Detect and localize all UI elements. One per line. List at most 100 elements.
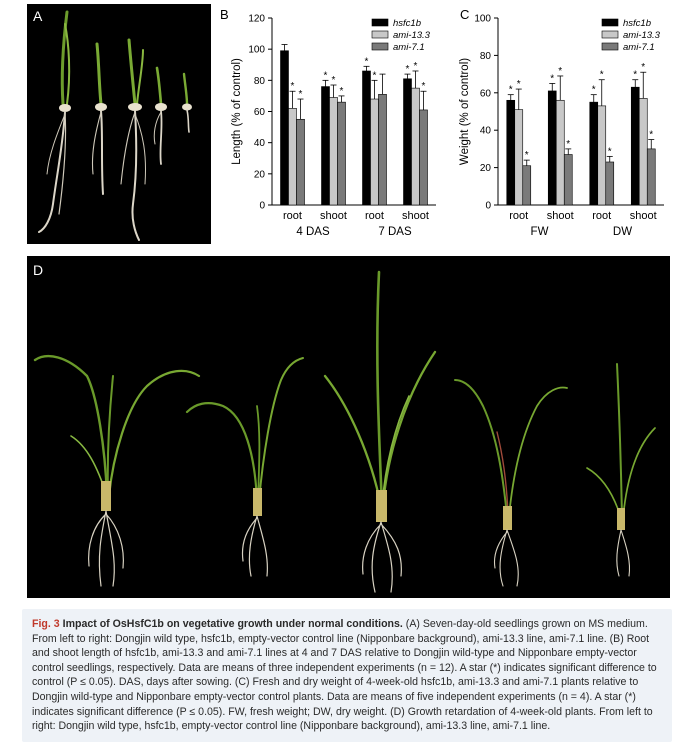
bar-hsfc1b [630, 86, 640, 206]
y-tick-label: 100 [474, 14, 491, 25]
bar-ami-13.3 [555, 99, 565, 206]
plants-photo: D [27, 256, 670, 598]
y-tick-label: 60 [254, 107, 266, 118]
panel-letter-d: D [33, 262, 44, 278]
significance-star: * [373, 70, 377, 81]
bar-ami-7.1 [605, 161, 615, 206]
legend-label: ami-13.3 [623, 30, 661, 41]
bar-ami-13.3 [329, 97, 338, 206]
bar-ami-7.1 [522, 165, 532, 206]
significance-star: * [509, 85, 513, 96]
y-tick-label: 0 [259, 201, 265, 212]
bar-ami-13.3 [597, 105, 607, 206]
significance-star: * [641, 62, 645, 73]
significance-star: * [406, 64, 410, 75]
x-tick-label: shoot [630, 210, 657, 222]
y-tick-label: 120 [248, 14, 265, 25]
y-tick-label: 40 [254, 138, 266, 149]
y-tick-label: 100 [248, 45, 265, 56]
bar-ami-13.3 [514, 109, 524, 206]
significance-star: * [299, 89, 303, 100]
x-tick-label: shoot [320, 210, 347, 222]
seedlings-illustration [38, 10, 192, 241]
legend-label: ami-7.1 [623, 42, 655, 53]
chart-b-svg: B 0 20 40 60 80 100 120 Length (% of control) * * r… [220, 7, 436, 238]
significance-star: * [592, 85, 596, 96]
y-tick-label: 20 [254, 169, 266, 180]
group-label: DW [613, 226, 632, 238]
bar-ami-7.1 [646, 148, 656, 206]
caption-title: Impact of OsHsfC1b on vegetative growth … [62, 618, 403, 630]
chart-c: C 0 20 40 60 80 100 Weight (% of control) * * * roo… [454, 2, 674, 252]
bar-hsfc1b [547, 90, 557, 206]
x-tick-label: shoot [402, 210, 429, 222]
x-tick-label: root [509, 210, 528, 222]
y-tick-label: 20 [480, 163, 492, 174]
significance-star: * [414, 61, 418, 72]
group-label: FW [531, 226, 549, 238]
bar-ami-7.1 [419, 109, 428, 206]
panel-letter-b: B [220, 7, 229, 22]
y-axis-label: Length (% of control) [231, 58, 243, 165]
legend-label: hsfc1b [623, 18, 651, 29]
significance-star: * [422, 81, 426, 92]
significance-star: * [566, 139, 570, 150]
x-tick-label: root [365, 210, 384, 222]
caption-body: (A) Seven-day-old seedlings grown on MS … [32, 618, 657, 733]
chart-b: B 0 20 40 60 80 100 120 Length (% of control) * * r… [214, 2, 454, 252]
significance-star: * [517, 79, 521, 90]
x-tick-label: root [592, 210, 611, 222]
bar-ami-13.3 [370, 98, 379, 206]
legend-swatch-ami-7.1 [371, 42, 389, 51]
legend-swatch-hsfc1b [371, 18, 389, 27]
legend-label: ami-13.3 [393, 30, 431, 41]
legend-label: hsfc1b [393, 18, 421, 29]
bar-hsfc1b [362, 70, 371, 206]
significance-star: * [600, 70, 604, 81]
bar-hsfc1b [280, 50, 289, 206]
significance-star: * [558, 66, 562, 77]
legend-swatch-ami-13.3 [371, 30, 389, 39]
bar-ami-7.1 [337, 101, 346, 206]
significance-star: * [365, 56, 369, 67]
legend-swatch-hsfc1b [601, 18, 619, 27]
significance-star: * [324, 70, 328, 81]
bar-hsfc1b [321, 86, 330, 206]
significance-star: * [550, 73, 554, 84]
significance-star: * [291, 81, 295, 92]
x-tick-label: root [283, 210, 302, 222]
significance-star: * [649, 130, 653, 141]
plants-illustration [33, 270, 656, 593]
significance-star: * [340, 86, 344, 97]
chart-c-svg: C 0 20 40 60 80 100 Weight (% of control) * * * roo… [459, 7, 664, 238]
bar-ami-7.1 [296, 118, 305, 206]
bar-hsfc1b [589, 101, 599, 206]
caption-fig-label: Fig. 3 [32, 618, 60, 630]
significance-star: * [332, 75, 336, 86]
y-tick-label: 40 [480, 126, 492, 137]
legend-label: ami-7.1 [393, 42, 425, 53]
y-tick-label: 80 [480, 51, 492, 62]
legend-swatch-ami-13.3 [601, 30, 619, 39]
y-tick-label: 80 [254, 76, 266, 87]
group-label: 4 DAS [296, 226, 330, 238]
x-tick-label: shoot [547, 210, 574, 222]
bar-ami-7.1 [563, 154, 573, 206]
group-label: 7 DAS [378, 226, 412, 238]
bar-hsfc1b [506, 99, 516, 206]
y-tick-label: 0 [485, 201, 491, 212]
figure-caption: Fig. 3 Impact of OsHsfC1b on vegetative … [22, 609, 672, 742]
significance-star: * [525, 150, 529, 161]
bar-ami-13.3 [411, 87, 420, 206]
seedlings-photo: A [27, 4, 211, 244]
panel-letter-c: C [460, 7, 469, 22]
significance-star: * [608, 146, 612, 157]
y-tick-label: 60 [480, 88, 492, 99]
legend-swatch-ami-7.1 [601, 42, 619, 51]
panel-letter-a: A [33, 8, 43, 24]
bar-hsfc1b [403, 78, 412, 206]
bar-ami-13.3 [638, 98, 648, 206]
significance-star: * [633, 70, 637, 81]
y-axis-label: Weight (% of control) [459, 58, 471, 165]
bar-ami-13.3 [288, 108, 297, 206]
